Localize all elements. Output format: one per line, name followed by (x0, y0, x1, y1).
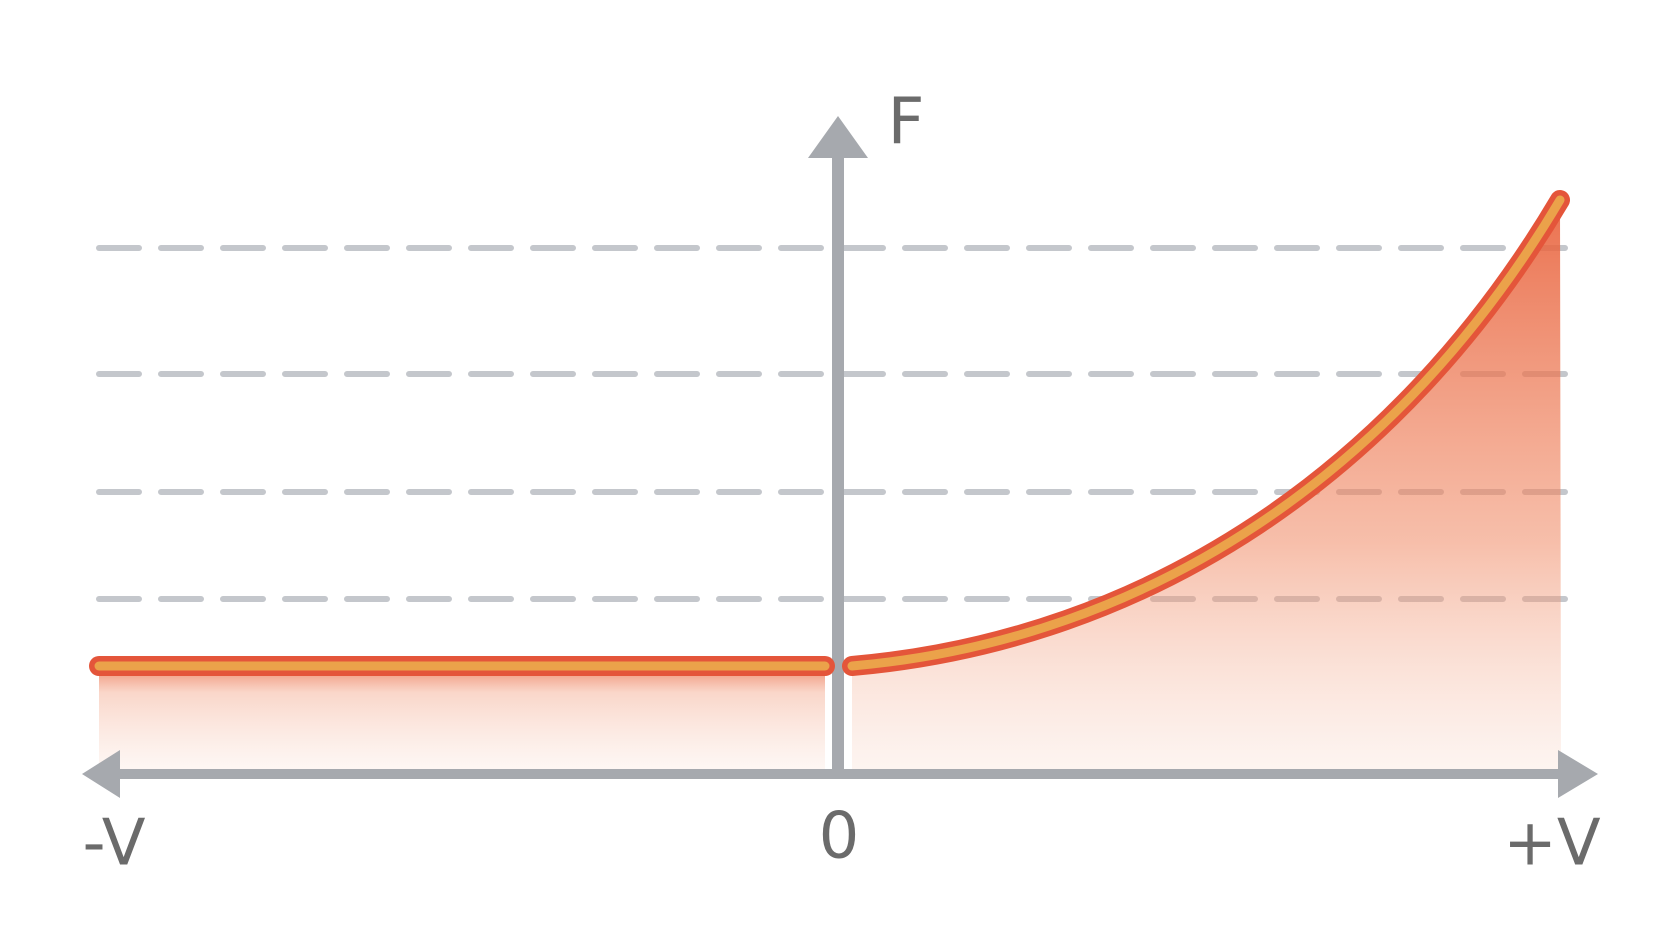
x-arrow-left (82, 750, 120, 798)
curve-line (847, 195, 1565, 671)
x-label: +V (1503, 807, 1601, 881)
y-label: F (888, 86, 925, 160)
x-label: 0 (819, 800, 860, 874)
area-left (99, 666, 825, 772)
x-label: -V (82, 807, 145, 881)
x-arrow-right (1558, 750, 1598, 798)
axes (82, 116, 1598, 798)
area-right (852, 200, 1561, 772)
y-arrow (808, 116, 868, 158)
curve (89, 190, 1570, 676)
